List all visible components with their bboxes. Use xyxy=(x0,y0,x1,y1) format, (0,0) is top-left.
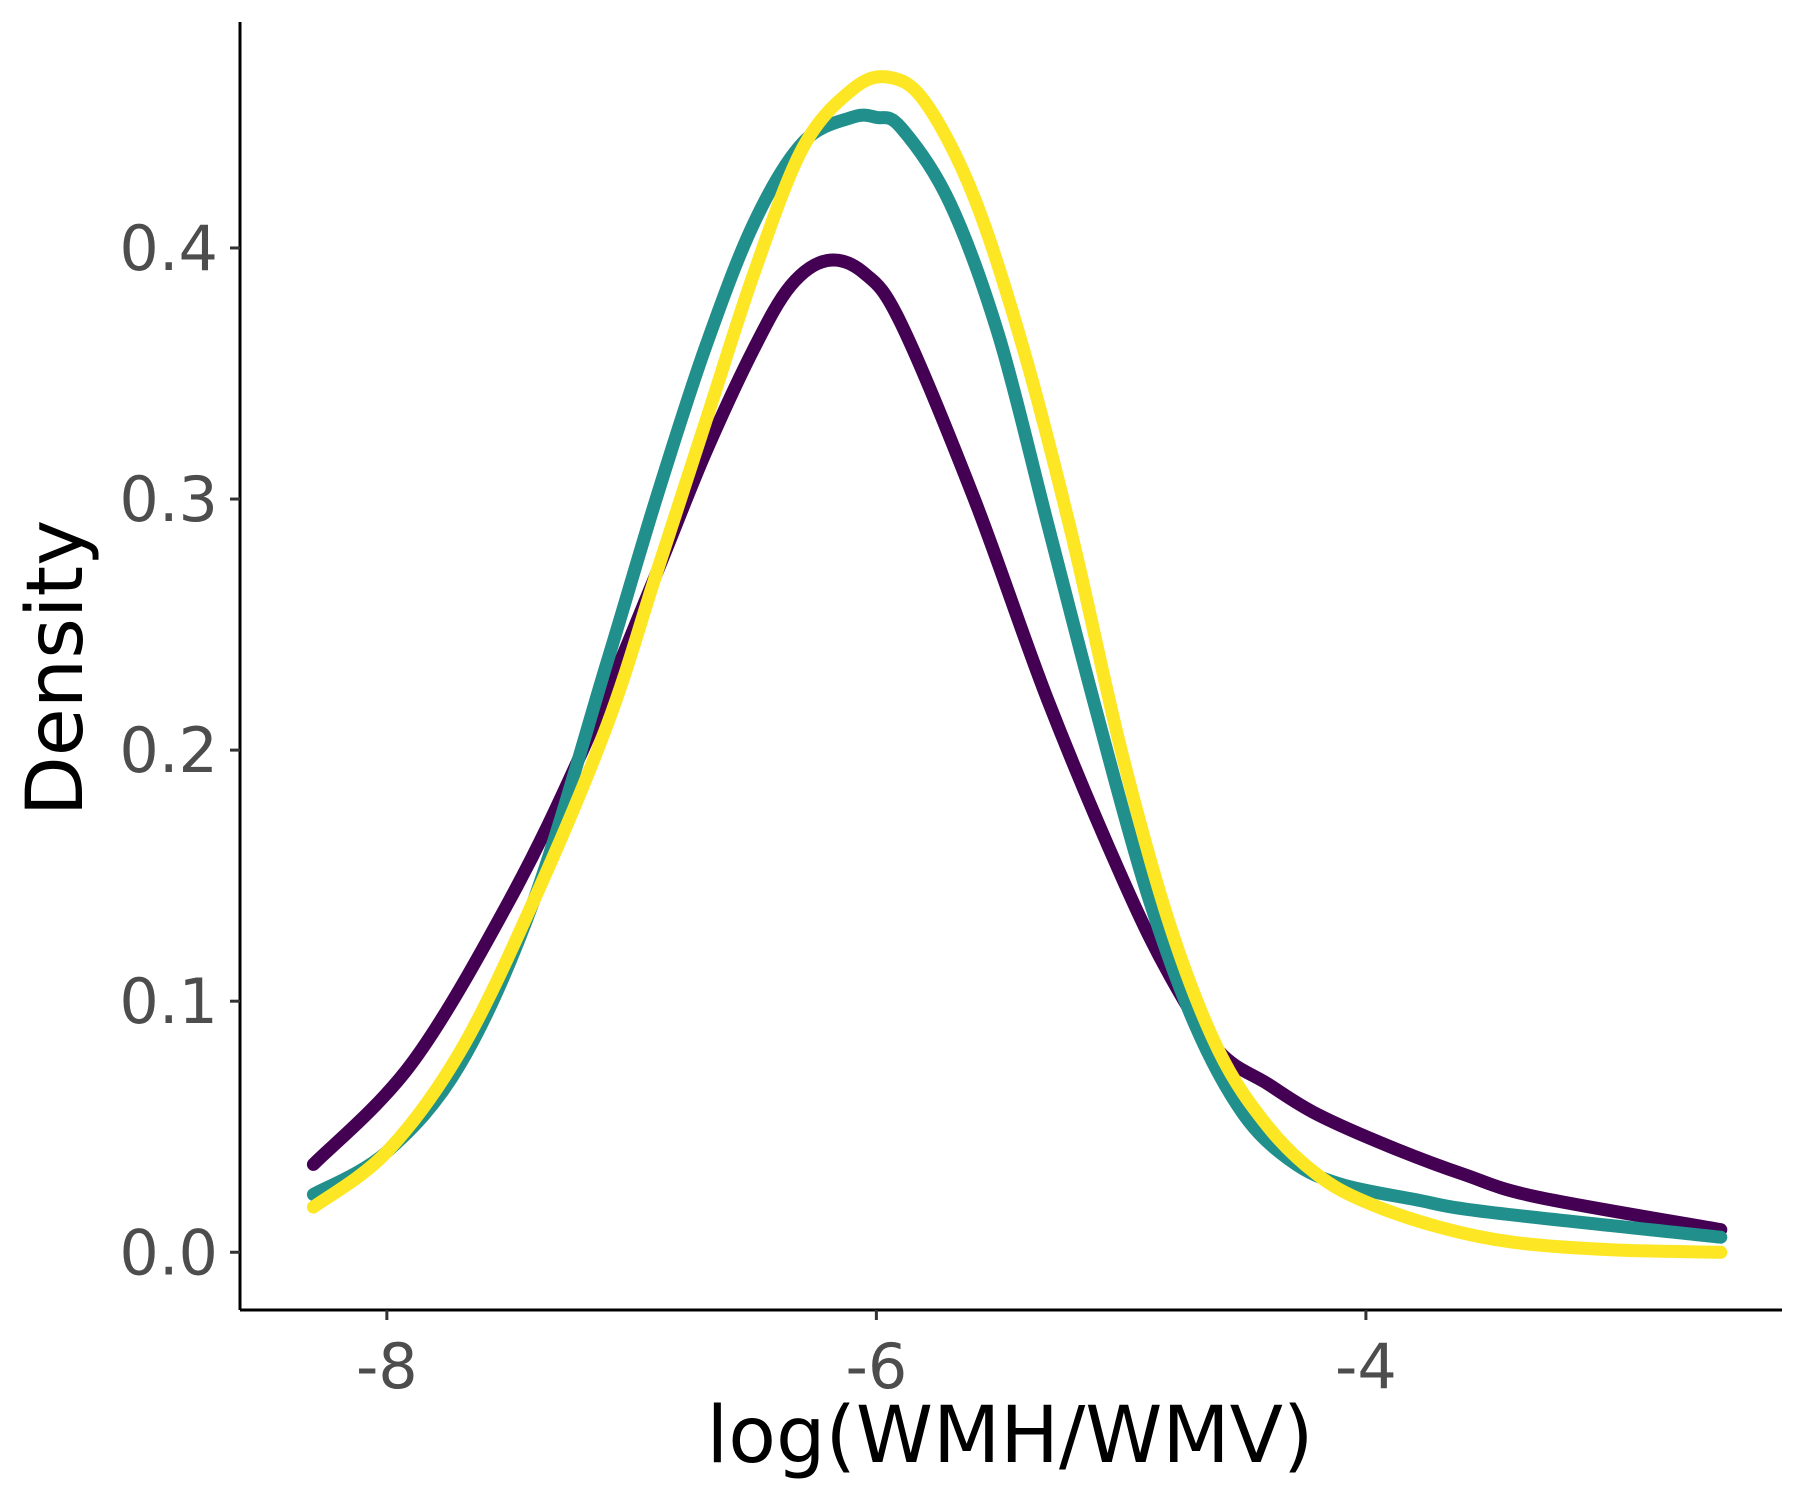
y-tick-label: 0.4 xyxy=(119,212,218,285)
density-line-yellow xyxy=(306,70,1728,1259)
density-lines xyxy=(306,70,1728,1259)
y-tick-label: 0.1 xyxy=(119,965,218,1038)
y-tick-label: 0.0 xyxy=(119,1216,218,1289)
x-tick-label: -8 xyxy=(356,1330,418,1403)
x-axis-title: log(WMH/WMV) xyxy=(707,1391,1314,1481)
x-tick-label: -4 xyxy=(1335,1330,1397,1403)
y-axis-ticks: 0.0 0.1 0.2 0.3 0.4 xyxy=(119,212,240,1289)
y-tick-label: 0.3 xyxy=(119,463,218,536)
x-tick-label: -6 xyxy=(845,1330,907,1403)
density-line-teal xyxy=(306,108,1728,1244)
y-axis-title: Density xyxy=(11,520,101,817)
y-tick-label: 0.2 xyxy=(119,714,218,787)
x-axis-ticks: -8 -6 -4 xyxy=(356,1310,1397,1403)
